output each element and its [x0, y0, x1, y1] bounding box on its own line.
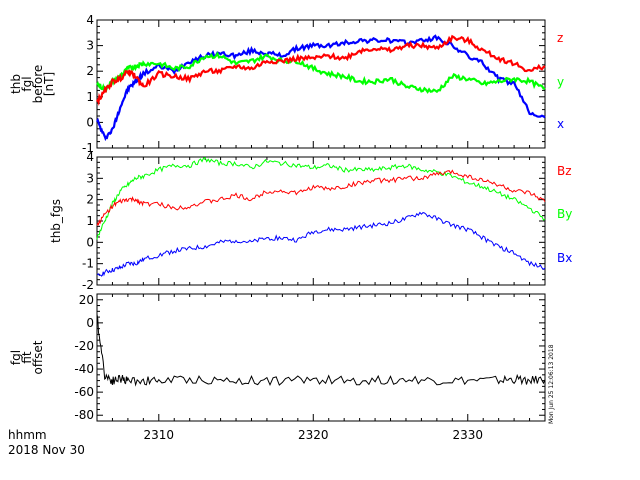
y-tick-label: 4: [86, 150, 94, 164]
y-axis-label: fgl: [9, 350, 23, 365]
y-axis-label: offset: [31, 340, 45, 374]
x-tick-label: 2320: [298, 428, 329, 442]
y-tick-label: 1: [86, 90, 94, 104]
legend-Bz: Bz: [557, 164, 572, 178]
y-tick-label: 0: [86, 115, 94, 129]
y-tick-label: -60: [74, 385, 94, 399]
panel-frame: [96, 156, 546, 286]
y-tick-label: 2: [86, 193, 94, 207]
y-axis-label: fgl: [20, 76, 34, 91]
y-tick-label: -20: [74, 339, 94, 353]
time-axis-label: hhmm: [8, 428, 47, 442]
y-axis-label: before: [31, 65, 45, 104]
y-tick-label: 4: [86, 13, 94, 27]
time-axis: 2310 2320 2330: [144, 428, 484, 442]
legend-labels: x y z Bx By Bz: [557, 31, 572, 265]
panel-2: -2 -1 0 1 2 3 4: [82, 150, 546, 292]
legend-y: y: [557, 75, 564, 89]
x-tick-label: 2330: [452, 428, 483, 442]
y-tick-label: 0: [86, 235, 94, 249]
y-tick-label: 1: [86, 214, 94, 228]
y-tick-label: 20: [79, 293, 94, 307]
y-tick-label: -80: [74, 408, 94, 422]
series-line-Bz: [96, 169, 546, 226]
legend-Bx: Bx: [557, 251, 572, 265]
y-axis-label: fit: [20, 351, 34, 364]
series-line-x: [96, 34, 546, 142]
legend-z: z: [557, 31, 563, 45]
y-tick-label: -1: [82, 257, 94, 271]
legend-x: x: [557, 117, 564, 131]
series-line-z: [96, 34, 546, 107]
series-line-offset: [96, 314, 546, 387]
x-tick-label: 2310: [144, 428, 175, 442]
date-label: 2018 Nov 30: [8, 443, 85, 457]
panel-frame: [96, 293, 546, 422]
y-tick-label: -2: [82, 278, 94, 292]
y-tick-label: 3: [86, 39, 94, 53]
y-tick-label: -1: [82, 141, 94, 155]
timestamp: Mon Jun 25 12:06:13 2018: [548, 344, 555, 424]
panels: -1 0 1 2 3 4 -2 -1 0 1 2 3 4 -80 -60 -40 -20 0 20: [74, 13, 546, 422]
y-tick-label: 2: [86, 64, 94, 78]
series-line-Bx: [96, 211, 546, 277]
panel-1: -1 0 1 2 3 4: [82, 13, 546, 155]
panel-frame: [96, 19, 546, 149]
legend-By: By: [557, 207, 572, 221]
y-axis-label: thb: [9, 74, 23, 94]
y-tick-label: 0: [86, 316, 94, 330]
y-tick-label: -40: [74, 362, 94, 376]
series-line-By: [96, 157, 546, 240]
y-axis-label: [nT]: [42, 72, 56, 96]
series-line-y: [96, 51, 546, 94]
panel-3: -80 -60 -40 -20 0 20: [74, 293, 546, 422]
y-axis-label: thb_fgs: [49, 199, 63, 243]
y-tick-label: 3: [86, 171, 94, 185]
